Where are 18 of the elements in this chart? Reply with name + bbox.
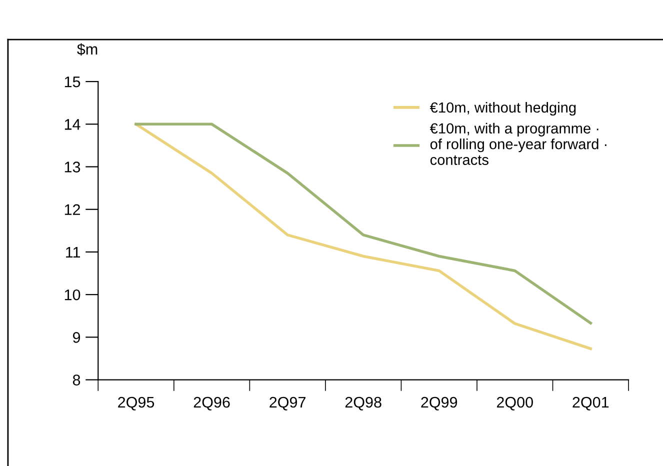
legend-label: €10m, with a programme · of rolling one-year forward · contracts: [430, 122, 606, 165]
y-axis-title: $m: [77, 43, 98, 56]
y-tick-label: 15: [64, 76, 80, 88]
x-tick-label: 2Q95: [118, 396, 154, 410]
x-tick-label: 2Q01: [572, 396, 609, 410]
x-tick-label: 2Q98: [345, 396, 382, 410]
y-tick-label: 9: [72, 332, 80, 343]
legend-label: €10m, without hedging: [430, 102, 576, 116]
y-tick-label: 12: [64, 204, 80, 215]
x-tick-label: 2Q99: [421, 396, 458, 410]
y-tick-label: 14: [64, 119, 80, 130]
x-tick-label: 2Q96: [194, 396, 230, 410]
x-tick-label: 2Q97: [270, 396, 306, 410]
y-tick-label: 8: [72, 374, 80, 386]
y-tick-label: 13: [64, 162, 80, 172]
y-tick-label: 10: [64, 289, 80, 300]
x-tick-label: 2Q00: [496, 396, 533, 410]
y-tick-label: 11: [66, 247, 80, 258]
